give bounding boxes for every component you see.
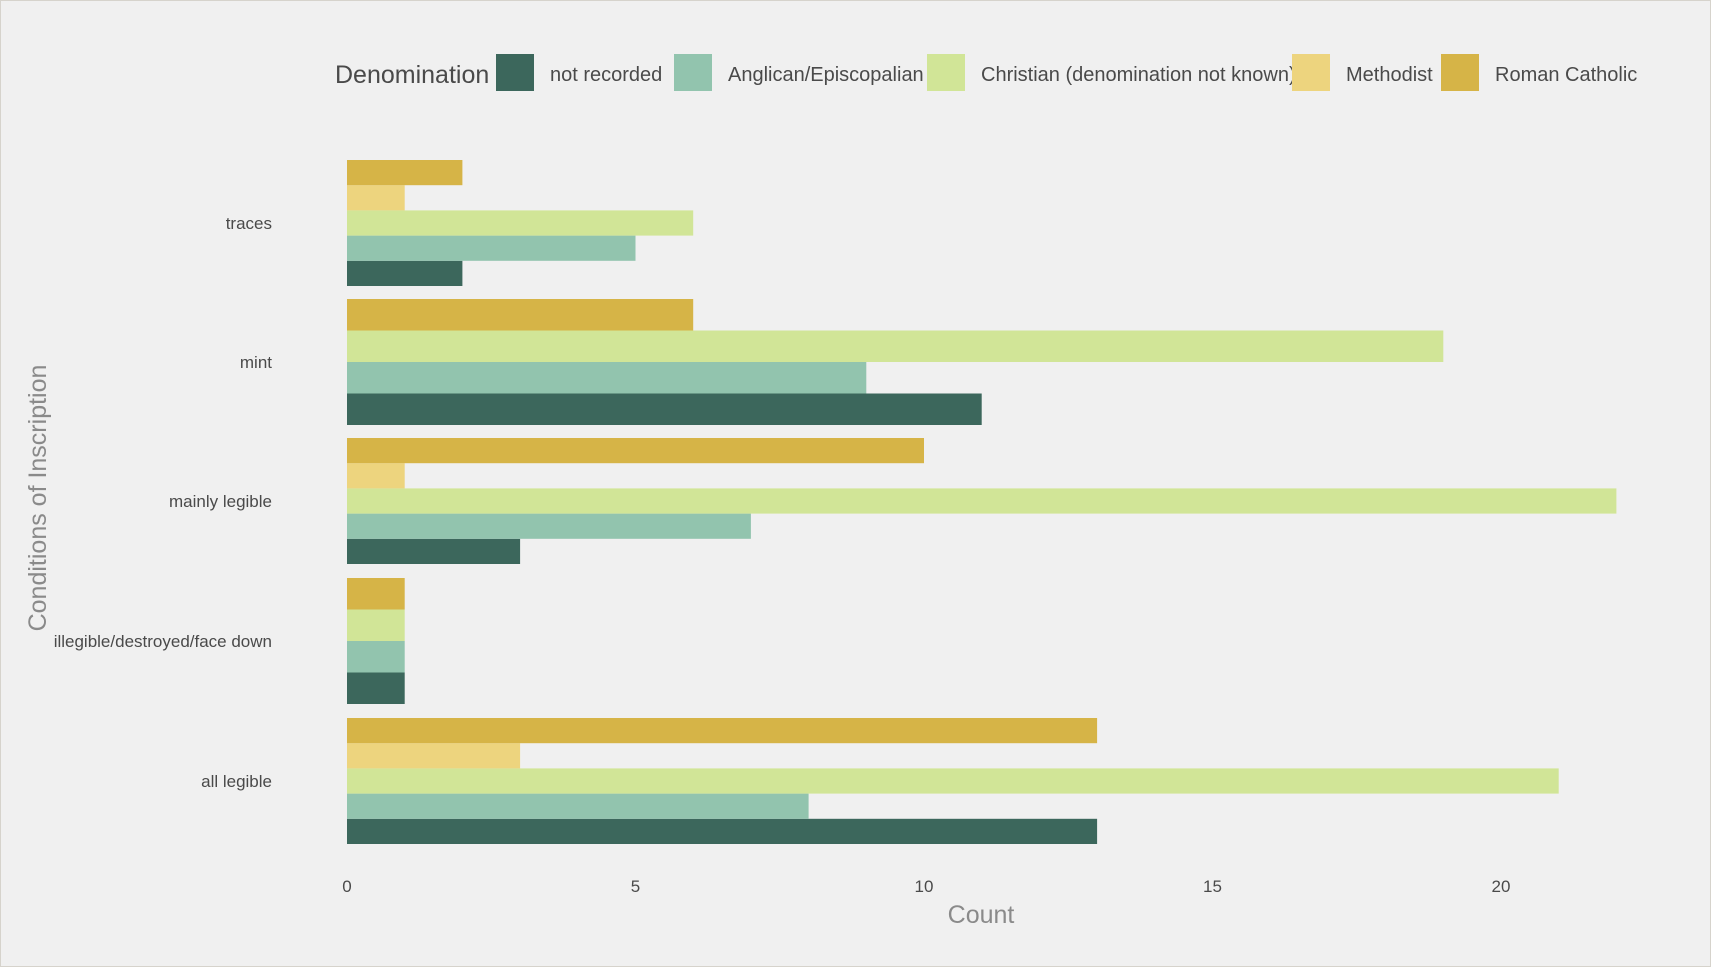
- y-tick-label: traces: [226, 214, 272, 233]
- bar-mint-anglican-episcopalian: [347, 362, 867, 394]
- y-tick-label: illegible/destroyed/face down: [54, 632, 272, 651]
- x-tick-label: 15: [1203, 877, 1222, 896]
- bar-illegible-destroyed-face-down-anglican-episcopalian: [347, 641, 405, 673]
- bar-illegible-destroyed-face-down-not-recorded: [347, 672, 405, 704]
- bar-all-legible-roman-catholic: [347, 718, 1098, 744]
- bar-all-legible-christian-denomination-not-known: [347, 768, 1559, 794]
- bar-mainly-legible-methodist: [347, 463, 405, 489]
- legend-key-not-recorded: [496, 54, 534, 91]
- legend-label-roman-catholic: Roman Catholic: [1495, 64, 1637, 86]
- legend: Denomination not recorded Anglican/Episcop…: [335, 54, 1637, 91]
- x-tick-label: 20: [1492, 877, 1511, 896]
- legend-key-anglican-episcopalian: [674, 54, 712, 91]
- legend-label-methodist: Methodist: [1346, 64, 1433, 86]
- bar-mint-christian-denomination-not-known: [347, 330, 1444, 362]
- bar-illegible-destroyed-face-down-roman-catholic: [347, 578, 405, 610]
- legend-title: Denomination: [335, 61, 489, 89]
- bar-all-legible-not-recorded: [347, 818, 1098, 844]
- x-tick-label: 0: [342, 877, 351, 896]
- bar-mainly-legible-roman-catholic: [347, 438, 924, 464]
- bar-traces-anglican-episcopalian: [347, 235, 636, 261]
- legend-label-christian-denomination-not-known: Christian (denomination not known): [981, 64, 1296, 86]
- y-tick-label: all legible: [201, 772, 272, 791]
- bars-group: [347, 160, 1617, 844]
- y-tick-labels: all legible illegible/destroyed/face down…: [54, 214, 273, 791]
- bar-mainly-legible-anglican-episcopalian: [347, 513, 751, 539]
- bar-traces-christian-denomination-not-known: [347, 210, 694, 236]
- legend-key-methodist: [1292, 54, 1330, 91]
- bar-mainly-legible-not-recorded: [347, 538, 521, 564]
- bar-traces-not-recorded: [347, 260, 463, 286]
- legend-key-roman-catholic: [1441, 54, 1479, 91]
- legend-key-christian-denomination-not-known: [927, 54, 965, 91]
- y-tick-label: mainly legible: [169, 492, 272, 511]
- bar-traces-roman-catholic: [347, 160, 463, 186]
- y-tick-label: mint: [240, 353, 272, 372]
- x-tick-label: 10: [915, 877, 934, 896]
- bar-all-legible-methodist: [347, 743, 521, 769]
- x-tick-labels: 0 5 10 15 20: [342, 877, 1510, 896]
- bar-mint-not-recorded: [347, 393, 982, 425]
- legend-label-anglican-episcopalian: Anglican/Episcopalian: [728, 64, 924, 86]
- y-axis-title: Conditions of Inscription: [24, 365, 52, 632]
- bar-mainly-legible-christian-denomination-not-known: [347, 488, 1617, 514]
- bar-traces-methodist: [347, 185, 405, 211]
- x-tick-label: 5: [631, 877, 640, 896]
- x-axis-title: Count: [948, 901, 1015, 929]
- bar-all-legible-anglican-episcopalian: [347, 793, 809, 819]
- bar-mint-roman-catholic: [347, 299, 694, 331]
- bar-illegible-destroyed-face-down-christian-denomination-not-known: [347, 609, 405, 641]
- legend-label-not-recorded: not recorded: [550, 64, 662, 86]
